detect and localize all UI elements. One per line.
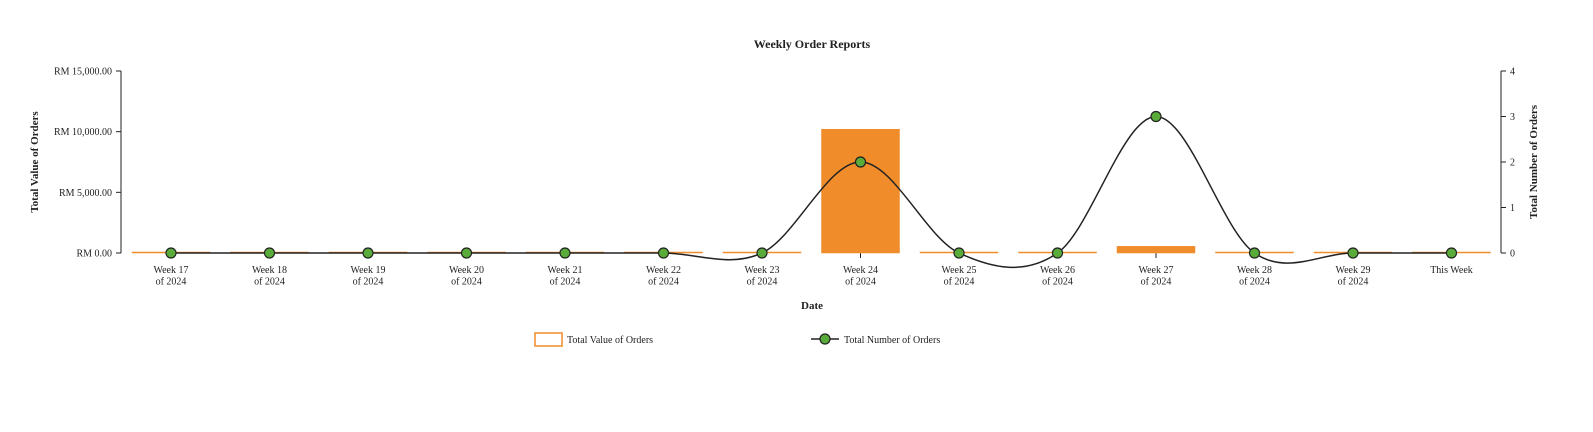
series-line — [171, 115, 1452, 269]
right-y-axis-label: Total Number of Orders — [1528, 104, 1540, 219]
legend-item-total-value[interactable]: Total Value of Orders — [534, 332, 653, 347]
line-point[interactable] — [1248, 247, 1261, 259]
line-point[interactable] — [756, 247, 768, 259]
x-tick-label: Week 18 of 2024 — [252, 265, 287, 288]
left-tick-label: RM 15,000.00 — [54, 67, 112, 78]
left-tick-label: RM 0.00 — [76, 249, 112, 260]
legend: Total Value of Orders Total Number of Or… — [534, 332, 940, 347]
legend-swatch-bar — [534, 332, 563, 347]
x-tick-label: Week 20 of 2024 — [449, 265, 484, 288]
left-y-axis: RM 0.00 RM 5,000.00 RM 10,000.00 RM 15,000.… — [54, 67, 122, 260]
x-tick-label: This Week — [1430, 265, 1473, 276]
legend-label-total-number: Total Number of Orders — [844, 335, 940, 346]
line-point[interactable] — [460, 247, 473, 259]
x-tick-label: Week 26 of 2024 — [1040, 265, 1075, 288]
line-point[interactable] — [165, 247, 177, 259]
x-tick-label: Week 22 of 2024 — [646, 265, 681, 288]
bar[interactable] — [1116, 246, 1196, 254]
left-tick-label: RM 10,000.00 — [54, 127, 112, 138]
left-y-axis-label: Total Value of Orders — [29, 111, 41, 213]
x-tick-label: Week 28 of 2024 — [1237, 265, 1272, 288]
bar-series-total-value — [131, 128, 1491, 254]
legend-swatch-marker — [819, 333, 831, 345]
x-axis-label: Date — [801, 300, 823, 312]
right-tick-label: 2 — [1510, 158, 1515, 169]
left-tick-label: RM 5,000.00 — [59, 188, 112, 199]
x-tick-label: Week 19 of 2024 — [350, 265, 385, 288]
line-point[interactable] — [854, 156, 867, 168]
line-point[interactable] — [559, 247, 571, 259]
x-tick-label: Week 27 of 2024 — [1138, 265, 1173, 288]
line-point[interactable] — [953, 247, 965, 259]
x-tick-label: Week 23 of 2024 — [744, 265, 779, 288]
line-point[interactable] — [657, 247, 670, 259]
x-tick-label: Week 29 of 2024 — [1335, 265, 1370, 288]
x-axis: Week 17 of 2024 Week 18 of 2024 Week 19 of 20… — [153, 253, 1473, 288]
x-tick-label: Week 24 of 2024 — [843, 265, 878, 288]
right-tick-label: 3 — [1510, 112, 1515, 123]
line-point[interactable] — [362, 247, 374, 259]
line-point[interactable] — [1445, 247, 1458, 259]
chart-title: Weekly Order Reports — [754, 37, 871, 51]
right-tick-label: 0 — [1510, 249, 1515, 260]
x-tick-label: Week 21 of 2024 — [547, 265, 582, 288]
x-tick-label: Week 25 of 2024 — [941, 265, 976, 288]
legend-item-total-number[interactable]: Total Number of Orders — [811, 333, 940, 346]
right-tick-label: 4 — [1510, 67, 1515, 78]
x-tick-label: Week 17 of 2024 — [153, 265, 188, 288]
legend-label-total-value: Total Value of Orders — [567, 335, 653, 346]
bar[interactable] — [821, 128, 900, 254]
line-point[interactable] — [263, 247, 276, 259]
line-point[interactable] — [1051, 247, 1064, 259]
right-y-axis: 0 1 2 3 4 — [1500, 67, 1515, 260]
line-point[interactable] — [1150, 110, 1162, 123]
right-tick-label: 1 — [1510, 203, 1515, 214]
line-series-total-number — [165, 110, 1458, 269]
line-point[interactable] — [1347, 247, 1359, 259]
